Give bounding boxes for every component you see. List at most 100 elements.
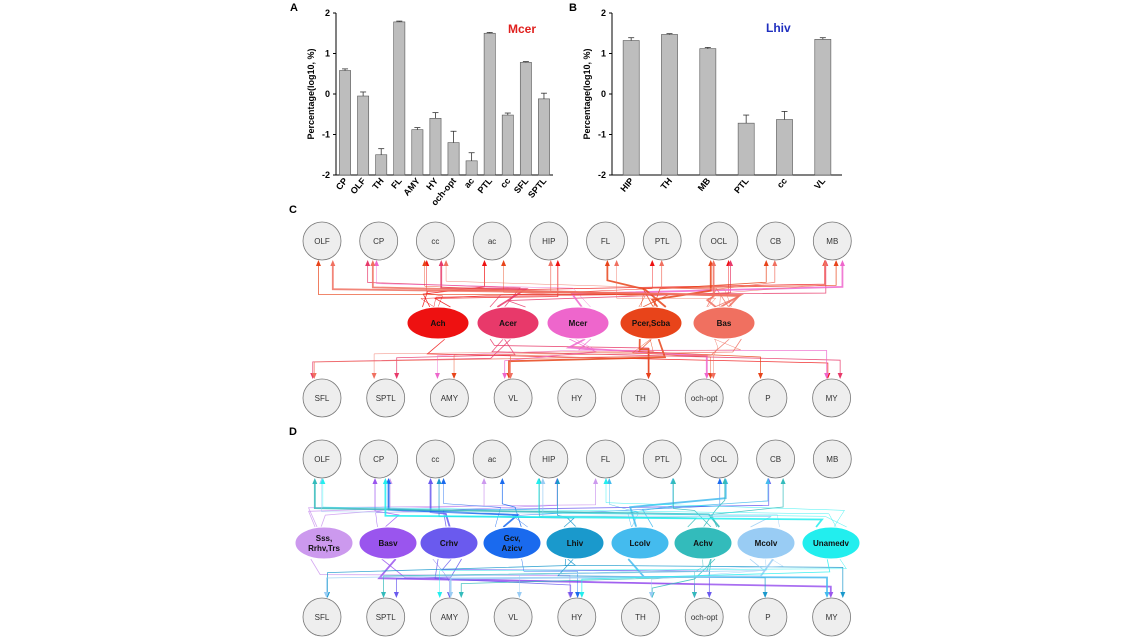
source-label: Basv (378, 539, 398, 548)
edge-arrowhead (593, 478, 599, 484)
edge-line (719, 263, 826, 308)
edge-line (609, 481, 640, 528)
edge-arrowhead (434, 373, 440, 379)
edge-arrowhead (606, 478, 612, 484)
panel-letter: C (289, 204, 297, 216)
x-tick-label: TH (659, 176, 674, 192)
edge-arrowhead (765, 478, 771, 484)
edge-line (433, 263, 729, 308)
edges-group (307, 478, 847, 598)
y-tick-label: -1 (598, 130, 606, 140)
region-label: och-opt (691, 394, 718, 403)
bar (411, 129, 424, 176)
edge-line (434, 558, 572, 595)
edge-arrowhead (448, 592, 454, 598)
region-label: OCL (711, 237, 728, 246)
series-annotation: Lhiv (766, 21, 791, 35)
edge-arrowhead (839, 260, 845, 266)
bar (375, 154, 388, 176)
edge-line (396, 338, 516, 376)
edge-line (460, 558, 712, 595)
x-tick-label: OLF (348, 175, 368, 196)
edge-line (504, 338, 597, 376)
edge-line (577, 338, 828, 376)
edge-line (395, 558, 462, 595)
source-label: Ach (430, 319, 445, 328)
edge-arrowhead (428, 478, 434, 484)
edge-arrowhead (717, 478, 723, 484)
x-tick-label: ac (462, 176, 476, 190)
region-node (302, 378, 342, 418)
region-label: P (765, 613, 770, 622)
edge-line (638, 338, 650, 376)
region-label: FL (601, 237, 611, 246)
region-node (756, 439, 795, 479)
region-node (302, 221, 342, 261)
region-label: MY (826, 613, 839, 622)
edge-arrowhead (311, 373, 317, 379)
edge-line (376, 263, 591, 308)
region-label: AMY (441, 394, 459, 403)
edge-arrowhead (437, 592, 443, 598)
source-node (358, 526, 418, 560)
edge-line (510, 338, 742, 376)
source-label: Bas (717, 319, 732, 328)
panel-c-network: C OLF CP cc ac HIP FL PTL OCL CB MB SFL SPTL AMY VL HY T… (289, 204, 852, 418)
edge-line (564, 558, 844, 595)
source-label: Mcolv (755, 539, 778, 548)
y-tick-label: -2 (598, 170, 606, 180)
bar (393, 21, 406, 176)
edge-arrowhead (710, 373, 716, 379)
source-label: Mcer (569, 319, 588, 328)
edge-arrowhead (330, 260, 336, 266)
x-tick-label: VL (812, 175, 827, 191)
region-label: P (765, 394, 770, 403)
bar (465, 160, 478, 176)
edge-arrowhead (312, 478, 318, 484)
edge-line (429, 481, 451, 528)
edge-line (375, 481, 558, 528)
region-label: PTL (655, 237, 670, 246)
y-tick-label: 1 (325, 49, 330, 59)
edge-line (443, 481, 501, 528)
region-node (684, 597, 724, 637)
edge-line (377, 558, 832, 595)
edge-arrowhead (443, 260, 449, 266)
region-label: ac (488, 455, 496, 464)
region-node (302, 439, 342, 479)
region-node (684, 378, 724, 418)
edge-arrowhead (365, 260, 371, 266)
region-node (812, 597, 851, 637)
y-axis-label: Percentage(log10, %) (582, 48, 592, 139)
edge-arrowhead (394, 373, 400, 379)
region-node (812, 439, 852, 479)
edge-line (711, 481, 784, 528)
edge-line (651, 558, 767, 595)
region-node (529, 221, 569, 261)
region-node (586, 439, 625, 479)
edge-line (433, 263, 559, 308)
region-label: cc (431, 237, 439, 246)
edge-arrowhead (320, 478, 326, 484)
edge-arrowhead (481, 260, 487, 266)
edge-line (432, 558, 450, 595)
edge-line (581, 558, 831, 595)
bar (519, 62, 532, 176)
y-tick-label: 0 (325, 89, 330, 99)
edge-arrowhead (614, 260, 620, 266)
region-node (621, 378, 660, 418)
region-label: TH (635, 613, 646, 622)
x-tick-label: MB (696, 175, 713, 193)
region-label: FL (601, 455, 611, 464)
edge-line (439, 558, 847, 595)
edge-arrowhead (837, 373, 843, 379)
bar (357, 95, 370, 176)
region-node (699, 221, 739, 261)
edge-arrowhead (604, 260, 610, 266)
edge-arrowhead (436, 478, 442, 484)
region-node (359, 221, 399, 261)
edge-line (508, 338, 667, 376)
x-tick-label: FL (389, 175, 404, 190)
source-node (692, 306, 756, 340)
